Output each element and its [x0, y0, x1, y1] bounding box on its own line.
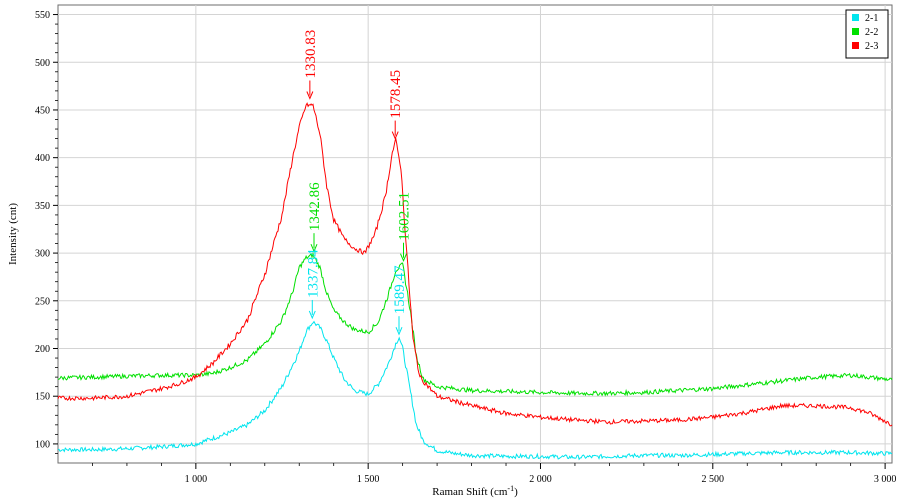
peak-label: 1589.47	[392, 265, 408, 314]
y-tick-label: 150	[35, 392, 50, 403]
annotation-arrow-head	[391, 131, 399, 140]
y-tick-label: 250	[35, 296, 50, 307]
annotation-arrow-head	[395, 326, 403, 336]
x-tick-label: 2 500	[702, 474, 725, 485]
series-line-2-3	[57, 102, 893, 427]
y-tick-label: 200	[35, 344, 50, 355]
series-line-2-2	[58, 251, 893, 397]
y-tick-label: 100	[35, 439, 50, 450]
peak-annotations: 1330.83 1578.45 1342.86 1602.51 1337.84 1589.…	[303, 30, 412, 336]
legend-label: 2-3	[865, 41, 878, 52]
y-tick-label: 300	[35, 249, 50, 260]
y-axis-title: Intensity (cnt)	[7, 203, 19, 265]
x-axis: 1 000 1 500 2 000 2 500 3 000	[92, 463, 896, 485]
plot-area	[57, 4, 893, 464]
legend-swatch-2-2	[852, 28, 859, 35]
legend-label: 2-2	[865, 27, 878, 38]
y-tick-label: 550	[35, 10, 50, 21]
y-tick-label: 500	[35, 58, 50, 69]
peak-label: 1330.83	[303, 30, 319, 79]
peak-label: 1342.86	[307, 182, 323, 231]
legend: 2-1 2-2 2-3	[845, 9, 889, 59]
peak-label: 1578.45	[388, 70, 404, 119]
y-axis: 100 150 200 250 300 350 400 450 500 550	[35, 10, 58, 454]
series-line-2-1	[57, 320, 893, 461]
annotation-arrow-head	[400, 253, 407, 262]
legend-swatch-2-3	[852, 42, 859, 49]
annotation-arrow-head	[308, 310, 316, 320]
peak-label: 1337.84	[305, 249, 321, 298]
legend-label: 2-1	[865, 13, 878, 24]
x-tick-label: 1 500	[357, 474, 380, 485]
x-tick-label: 1 000	[185, 474, 208, 485]
y-tick-label: 350	[35, 201, 50, 212]
series-group	[57, 102, 893, 461]
annotation-arrow-head	[310, 243, 318, 253]
legend-swatch-2-1	[852, 14, 859, 21]
y-tick-label: 400	[35, 153, 50, 164]
x-tick-label: 3 000	[874, 474, 897, 485]
x-tick-label: 2 000	[529, 474, 552, 485]
x-axis-title-sup: -1	[507, 484, 514, 493]
x-axis-title-close: )	[514, 486, 518, 498]
y-tick-label: 450	[35, 105, 50, 116]
x-axis-title: Raman Shift (cm-1)	[432, 484, 518, 498]
peak-label: 1602.51	[396, 192, 412, 241]
grid	[58, 5, 892, 463]
annotation-arrow-head	[306, 91, 314, 100]
